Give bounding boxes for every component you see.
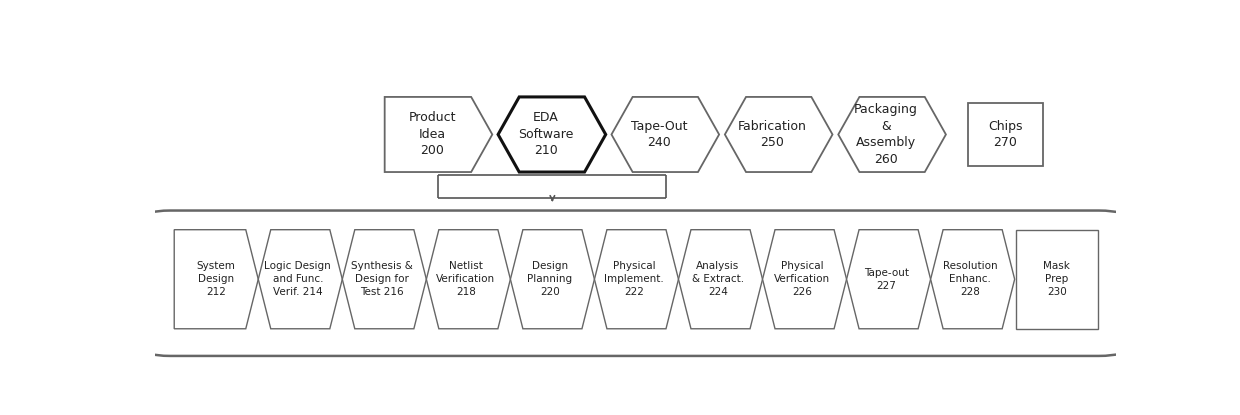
Text: Netlist
Verification
218: Netlist Verification 218 [436,261,496,297]
Polygon shape [511,230,594,329]
Polygon shape [342,230,427,329]
Text: Analysis
& Extract.
224: Analysis & Extract. 224 [692,261,744,297]
Polygon shape [838,97,946,172]
Text: Synthesis &
Design for
Test 216: Synthesis & Design for Test 216 [351,261,413,297]
Bar [1016,230,1097,329]
Text: Mask
Prep
230: Mask Prep 230 [1043,261,1070,297]
Polygon shape [594,230,678,329]
Polygon shape [725,97,832,172]
Polygon shape [763,230,847,329]
Text: Chips
270: Chips 270 [988,120,1023,149]
Text: Tape-Out
240: Tape-Out 240 [631,120,687,149]
Polygon shape [384,97,492,172]
Text: Design
Planning
220: Design Planning 220 [527,261,573,297]
Polygon shape [258,230,342,329]
Bar [968,103,1043,166]
Text: Tape-out
227: Tape-out 227 [863,268,909,290]
Text: Physical
Implement.
222: Physical Implement. 222 [604,261,663,297]
FancyBboxPatch shape [141,210,1127,356]
Polygon shape [427,230,511,329]
Text: Packaging
&
Assembly
260: Packaging & Assembly 260 [854,103,918,166]
Polygon shape [678,230,763,329]
Text: Physical
Verfication
226: Physical Verfication 226 [774,261,830,297]
Text: Product
Idea
200: Product Idea 200 [408,112,456,157]
Text: EDA
Software
210: EDA Software 210 [518,112,573,157]
Polygon shape [498,97,605,172]
Polygon shape [174,230,258,329]
Polygon shape [930,230,1014,329]
Polygon shape [611,97,719,172]
Text: Fabrication
250: Fabrication 250 [738,120,807,149]
Polygon shape [847,230,930,329]
Text: Logic Design
and Func.
Verif. 214: Logic Design and Func. Verif. 214 [264,261,331,297]
Text: Resolution
Enhanc.
228: Resolution Enhanc. 228 [942,261,997,297]
Text: System
Design
212: System Design 212 [197,261,236,297]
